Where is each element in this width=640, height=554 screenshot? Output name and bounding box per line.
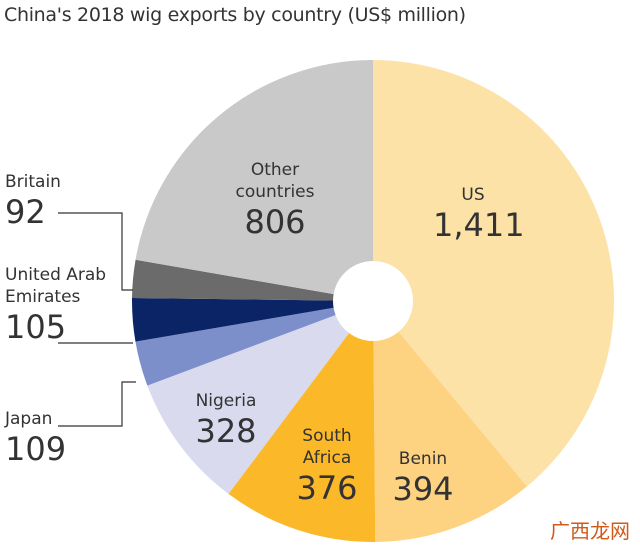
pie-slice <box>135 301 373 386</box>
category-label: Japan <box>5 409 53 429</box>
value-label: 328 <box>195 412 257 450</box>
value-label: 376 <box>296 469 358 507</box>
category-label: South Africa <box>302 426 352 468</box>
value-label: 394 <box>392 470 454 508</box>
category-label: Nigeria <box>195 391 257 411</box>
slice-label: United Arab Emirates 105 <box>5 264 125 346</box>
pie-slice <box>132 259 373 301</box>
value-label: 92 <box>5 193 46 231</box>
category-label: Benin <box>398 449 448 469</box>
pie-slice <box>373 301 528 542</box>
pie-slice <box>228 301 376 542</box>
leader-line <box>58 381 136 427</box>
category-label: United Arab Emirates <box>5 265 107 307</box>
slice-label: Britain 92 <box>5 171 125 231</box>
value-label: 1,411 <box>433 206 525 244</box>
chart-title: China's 2018 wig exports by country (US$… <box>4 4 466 26</box>
value-label: 109 <box>5 430 67 468</box>
slice-label: Other countries 806 <box>220 159 330 241</box>
category-label: Other countries <box>235 160 315 202</box>
slice-label: Nigeria 328 <box>176 390 276 450</box>
slice-label: Japan 109 <box>5 408 125 468</box>
donut-hole <box>333 261 413 341</box>
slice-label: South Africa 376 <box>287 425 367 507</box>
watermark: 广西龙网 <box>550 519 630 543</box>
category-label: Britain <box>5 172 61 192</box>
value-label: 806 <box>244 203 306 241</box>
leader-line <box>58 212 133 291</box>
slice-label: US 1,411 <box>433 184 525 244</box>
pie-slice <box>147 301 373 494</box>
pie-slice <box>132 297 373 342</box>
pie-slice <box>373 60 615 487</box>
value-label: 105 <box>5 308 67 346</box>
slice-label: Benin 394 <box>383 448 463 508</box>
category-label: US <box>461 185 485 205</box>
pie-slice <box>135 60 373 301</box>
